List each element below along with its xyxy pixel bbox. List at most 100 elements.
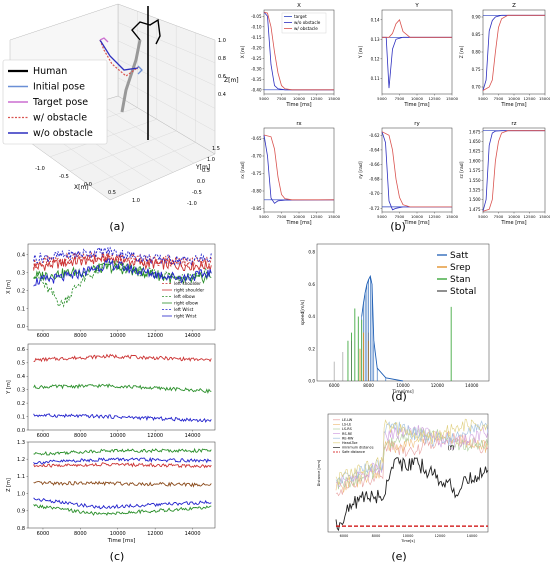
chart-b-series-line <box>263 134 334 201</box>
chart-b-x-tick: 12500 <box>428 96 441 101</box>
chart-e-minimum-distance-line <box>335 457 489 532</box>
chart-a-x-tick: 1.0 <box>132 198 140 204</box>
chart-b-series-line <box>263 11 334 91</box>
chart-b-pose-error: X X [m] -0.05 -0.10 -0.15 -0.20 -0.25 -0.30 -0.3… <box>240 3 550 226</box>
chart-b-xlabel: Time [ms] <box>500 220 526 226</box>
chart-c-x-tick: 6000 <box>37 433 50 439</box>
chart-a-trajectories <box>99 6 161 140</box>
chart-c-y-tick: 0.3 <box>17 387 25 393</box>
chart-d-legend-label: Stotal <box>450 287 476 297</box>
chart-a-floor-gridline <box>69 130 177 172</box>
chart-c-legend-label: left shoulder <box>174 281 201 287</box>
chart-a-y-tick: 1.0 <box>207 157 215 163</box>
chart-e-legend-label: RE-RW <box>342 436 354 440</box>
chart-b-series-line <box>482 130 545 212</box>
chart-d-y-tick: 0.0 <box>308 379 315 384</box>
chart-b-panel-title: ry <box>414 121 420 127</box>
chart-a-legend: Human Initial pose Target pose w/ obstacle w… <box>8 66 93 139</box>
chart-a-x-tick: -0.5 <box>59 174 69 180</box>
chart-b-x-tick: 7500 <box>494 96 504 101</box>
chart-c-x-tick: 6000 <box>37 531 50 537</box>
chart-b-x-tick: 12500 <box>310 214 323 219</box>
chart-a-y-tick: -1.0 <box>187 201 197 207</box>
chart-d-x-tick: 14000 <box>465 383 479 388</box>
chart-e-annotation: (f) <box>448 445 455 452</box>
chart-b-y-tick: 0.14 <box>371 17 380 22</box>
chart-a-z-tick: 0.8 <box>218 56 226 62</box>
chart-d-x-tick: 6000 <box>329 383 340 388</box>
chart-b-y-tick: 0.13 <box>371 37 380 42</box>
chart-c-y-tick: 0.4 <box>17 253 25 259</box>
chart-e-background-curve <box>335 418 489 485</box>
chart-b-ylabel: Y [m] <box>358 46 364 60</box>
chart-b-xlabel: Time [ms] <box>403 102 429 108</box>
chart-b-y-tick: -0.64 <box>369 147 380 152</box>
chart-b-y-tick: 1.500 <box>469 197 481 202</box>
caption-a: (a) <box>109 220 124 233</box>
chart-c-legend-label: left elbow <box>174 294 196 300</box>
chart-a-ylabel: Y[m] <box>195 164 210 171</box>
chart-c-x-tick: 14000 <box>185 531 201 537</box>
chart-b-series-line <box>482 130 545 212</box>
chart-c-panel-2: Z [m] 1.3 1.2 1.1 1.0 0.9 0.8 6000 8000 10000 1200… <box>6 440 216 544</box>
chart-b-y-tick: 1.525 <box>469 187 481 192</box>
chart-a-traj-with-obstacle <box>99 39 141 77</box>
chart-c-y-tick: 0.1 <box>17 306 25 312</box>
chart-c-y-tick: 0.2 <box>17 401 25 407</box>
chart-a-3d-plot: -1.0 -0.5 0.0 0.5 1.0 1.5 1.0 0.5 0.0 -0.5 -1.0 1.0… <box>2 3 239 207</box>
caption-e: (e) <box>391 550 406 563</box>
chart-c-x-tick: 10000 <box>110 333 126 339</box>
chart-c-legend-label: right shoulder <box>174 288 204 294</box>
chart-c-series-line <box>33 504 212 516</box>
chart-d-y-tick: 0.4 <box>308 314 315 319</box>
chart-c-legend-label: right Wrist <box>174 314 197 320</box>
chart-e-x-tick: 12000 <box>435 534 446 538</box>
chart-b-y-tick: 1.675 <box>469 129 481 134</box>
chart-c-y-tick: 0.5 <box>17 361 25 367</box>
chart-a-legend-label: Human <box>33 66 67 77</box>
chart-b-y-tick: -0.70 <box>251 154 262 159</box>
chart-b-panel-1: Y Y [m] 0.14 0.13 0.12 0.11 5000 7500 10000 12500… <box>358 3 459 108</box>
chart-c-y-tick: 0.0 <box>17 428 25 434</box>
chart-a-target-pose <box>99 37 109 43</box>
chart-b-x-tick: 7500 <box>395 214 405 219</box>
chart-a-legend-label: w/ obstacle <box>33 113 87 124</box>
chart-c-ylabel: Y [m] <box>6 380 12 394</box>
chart-b-ylabel: X [m] <box>240 45 246 58</box>
chart-c-y-tick: 1.3 <box>17 440 25 446</box>
chart-b-y-tick: -0.75 <box>251 171 262 176</box>
chart-a-wall-gridline <box>117 77 216 132</box>
chart-a-y-tick: -0.5 <box>192 190 202 196</box>
chart-b-y-tick: -0.25 <box>251 56 262 61</box>
chart-c-series-line <box>33 353 212 363</box>
chart-b-x-tick: 12500 <box>523 96 536 101</box>
chart-b-x-tick: 15000 <box>446 214 459 219</box>
chart-b-y-tick: -0.65 <box>251 136 262 141</box>
chart-e-legend-label: LE-LW <box>342 418 353 422</box>
chart-b-axes-frame <box>482 127 546 213</box>
chart-e-legend-label: minimum distance <box>342 446 374 450</box>
chart-c-series-line <box>33 447 212 456</box>
chart-a-z-tick: 0.4 <box>218 92 226 98</box>
chart-b-y-tick: -0.68 <box>369 177 380 182</box>
chart-b-legend-label: w/o obstacle <box>294 20 321 25</box>
chart-b-panel-title: Y <box>414 3 419 9</box>
chart-a-human-shoulders <box>131 18 161 45</box>
chart-d-x-tick: 10000 <box>396 383 410 388</box>
chart-b-axes-frame <box>263 127 335 213</box>
chart-c-legend-label: right elbow <box>174 301 199 307</box>
chart-b-series-line <box>263 134 335 204</box>
chart-c-x-tick: 10000 <box>110 531 126 537</box>
chart-d-legend-label: Srep <box>450 263 471 273</box>
chart-e-xlabel: Time[s] <box>400 539 415 543</box>
chart-b-legend-label: target <box>294 14 307 19</box>
chart-d-axes: speed[m/s] 0.8 0.6 0.4 0.2 0.0 6000 8000 10000 12… <box>300 243 490 395</box>
chart-a-ticks: -1.0 -0.5 0.0 0.5 1.0 1.5 1.0 0.5 0.0 -0.5 -1.0 1.0… <box>35 38 226 207</box>
chart-b-y-tick: -0.66 <box>369 162 380 167</box>
chart-b-y-tick: -0.85 <box>251 206 262 211</box>
chart-c-x-tick: 14000 <box>185 433 201 439</box>
chart-b-x-tick: 10000 <box>411 96 424 101</box>
chart-c-series-line <box>33 262 212 285</box>
chart-b-series-line <box>381 131 452 211</box>
